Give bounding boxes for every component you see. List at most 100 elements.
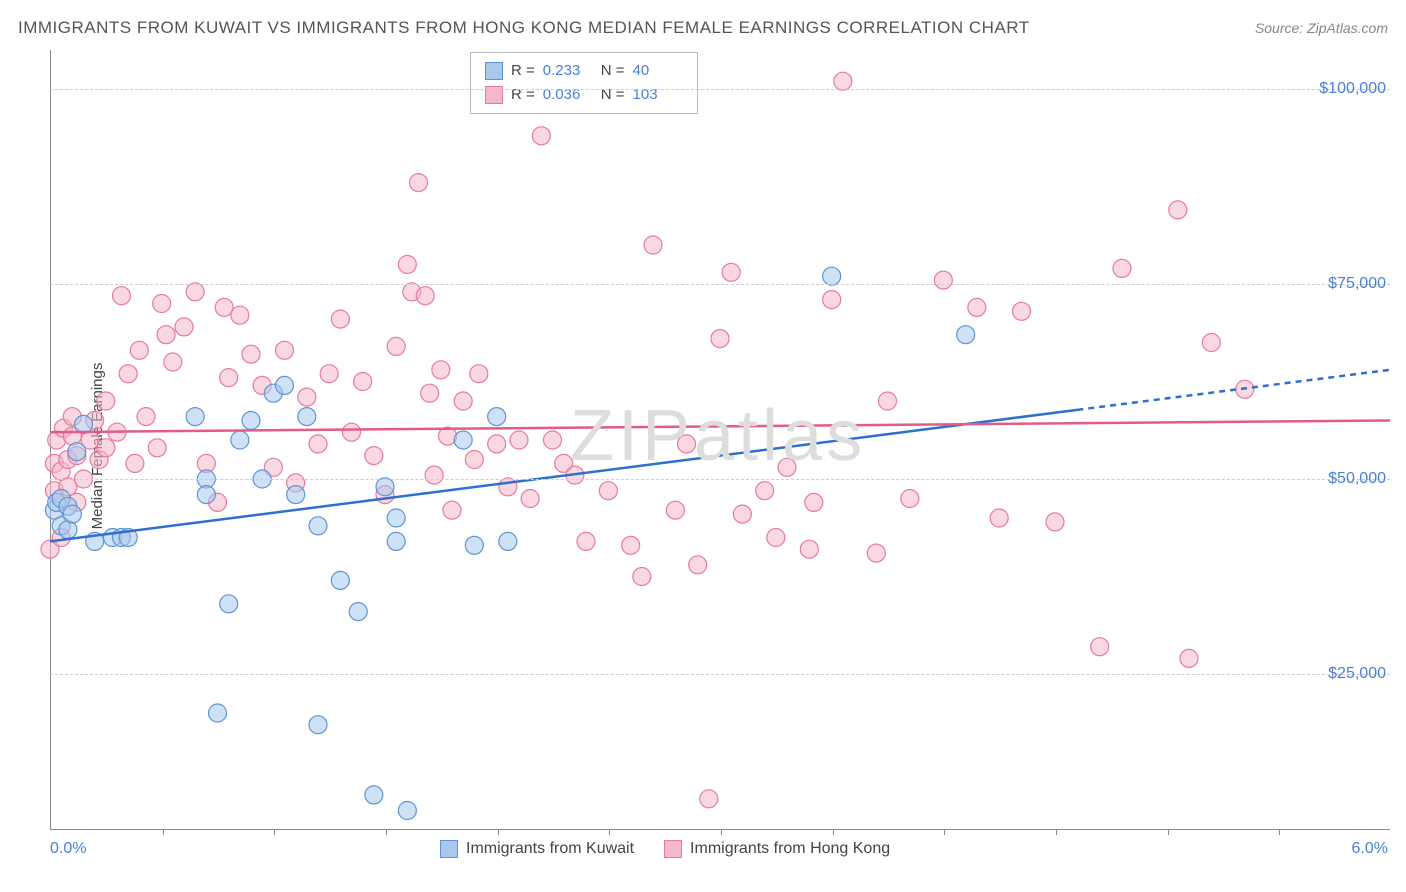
data-point bbox=[990, 509, 1008, 527]
data-point bbox=[220, 595, 238, 613]
data-point bbox=[398, 802, 416, 820]
data-point bbox=[465, 451, 483, 469]
data-point bbox=[387, 509, 405, 527]
data-point bbox=[1113, 259, 1131, 277]
data-point bbox=[968, 298, 986, 316]
data-point bbox=[387, 337, 405, 355]
chart-title: IMMIGRANTS FROM KUWAIT VS IMMIGRANTS FRO… bbox=[18, 18, 1030, 38]
data-point bbox=[242, 412, 260, 430]
data-point bbox=[722, 263, 740, 281]
data-point bbox=[309, 517, 327, 535]
data-point bbox=[488, 408, 506, 426]
data-point bbox=[209, 704, 227, 722]
data-point bbox=[298, 408, 316, 426]
data-point bbox=[778, 458, 796, 476]
data-point bbox=[320, 365, 338, 383]
data-point bbox=[823, 291, 841, 309]
chart-header: IMMIGRANTS FROM KUWAIT VS IMMIGRANTS FRO… bbox=[18, 18, 1388, 38]
data-point bbox=[331, 310, 349, 328]
y-tick-label: $100,000 bbox=[1319, 80, 1386, 98]
data-point bbox=[231, 431, 249, 449]
legend-swatch-kuwait bbox=[485, 62, 503, 80]
data-point bbox=[689, 556, 707, 574]
data-point bbox=[756, 482, 774, 500]
y-tick-label: $25,000 bbox=[1328, 665, 1386, 683]
data-point bbox=[186, 283, 204, 301]
data-point bbox=[867, 544, 885, 562]
data-point bbox=[666, 501, 684, 519]
data-point bbox=[834, 72, 852, 90]
data-point bbox=[934, 271, 952, 289]
grid-line bbox=[50, 674, 1390, 675]
y-tick-label: $75,000 bbox=[1328, 275, 1386, 293]
legend-swatch-kuwait-icon bbox=[440, 840, 458, 858]
data-point bbox=[823, 267, 841, 285]
data-point bbox=[365, 447, 383, 465]
data-point bbox=[186, 408, 204, 426]
data-point bbox=[309, 716, 327, 734]
data-point bbox=[153, 295, 171, 313]
data-point bbox=[733, 505, 751, 523]
data-point bbox=[112, 287, 130, 305]
data-point bbox=[157, 326, 175, 344]
data-point bbox=[387, 532, 405, 550]
data-point bbox=[901, 490, 919, 508]
legend-swatch-hongkong-icon bbox=[664, 840, 682, 858]
data-point bbox=[421, 384, 439, 402]
data-point bbox=[700, 790, 718, 808]
data-point bbox=[220, 369, 238, 387]
legend-r-value: 0.036 bbox=[543, 83, 593, 107]
data-point bbox=[130, 341, 148, 359]
data-point bbox=[1202, 334, 1220, 352]
data-point bbox=[242, 345, 260, 363]
data-point bbox=[97, 439, 115, 457]
data-point bbox=[443, 501, 461, 519]
data-point bbox=[276, 376, 294, 394]
legend-n-label: N = bbox=[601, 83, 625, 107]
data-point bbox=[1169, 201, 1187, 219]
data-point bbox=[499, 478, 517, 496]
data-point bbox=[63, 505, 81, 523]
data-point bbox=[767, 529, 785, 547]
data-point bbox=[805, 493, 823, 511]
legend-r-label: R = bbox=[511, 83, 535, 107]
data-point bbox=[164, 353, 182, 371]
legend-label: Immigrants from Hong Kong bbox=[690, 840, 890, 858]
legend-stats-row: R = 0.233 N = 40 bbox=[485, 59, 683, 83]
x-axis-max-label: 6.0% bbox=[1352, 840, 1388, 858]
data-point bbox=[68, 443, 86, 461]
data-point bbox=[398, 256, 416, 274]
data-point bbox=[309, 435, 327, 453]
data-point bbox=[354, 373, 372, 391]
data-point bbox=[644, 236, 662, 254]
legend-n-value: 103 bbox=[633, 83, 683, 107]
data-point bbox=[1180, 649, 1198, 667]
legend-r-value: 0.233 bbox=[543, 59, 593, 83]
data-point bbox=[800, 540, 818, 558]
legend-item-hongkong: Immigrants from Hong Kong bbox=[664, 840, 890, 858]
data-point bbox=[454, 431, 472, 449]
data-point bbox=[879, 392, 897, 410]
y-tick-label: $50,000 bbox=[1328, 470, 1386, 488]
data-point bbox=[126, 454, 144, 472]
data-point bbox=[410, 174, 428, 192]
grid-line bbox=[50, 479, 1390, 480]
grid-line bbox=[50, 89, 1390, 90]
data-point bbox=[521, 490, 539, 508]
data-point bbox=[499, 532, 517, 550]
data-point bbox=[349, 603, 367, 621]
legend-item-kuwait: Immigrants from Kuwait bbox=[440, 840, 634, 858]
data-point bbox=[231, 306, 249, 324]
data-point bbox=[454, 392, 472, 410]
legend-series: Immigrants from Kuwait Immigrants from H… bbox=[440, 840, 890, 858]
data-point bbox=[276, 341, 294, 359]
data-point bbox=[331, 571, 349, 589]
data-point bbox=[633, 568, 651, 586]
data-point bbox=[137, 408, 155, 426]
data-point bbox=[197, 486, 215, 504]
data-point bbox=[470, 365, 488, 383]
x-axis-min-label: 0.0% bbox=[50, 840, 86, 858]
data-point bbox=[510, 431, 528, 449]
data-point bbox=[175, 318, 193, 336]
legend-stats-row: R = 0.036 N = 103 bbox=[485, 83, 683, 107]
